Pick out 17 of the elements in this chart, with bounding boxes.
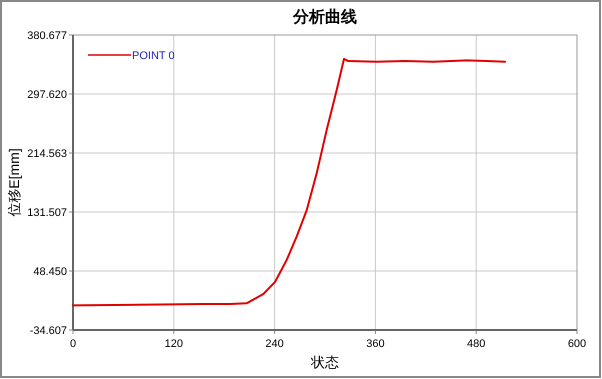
- y-tick-label: 48.450: [33, 266, 67, 278]
- x-tick-label: 600: [568, 338, 586, 350]
- legend-label: POINT 0: [132, 50, 175, 62]
- y-tick-label: 131.507: [27, 207, 67, 219]
- y-tick-label: 380.677: [27, 30, 67, 42]
- line-series: [72, 58, 506, 306]
- x-tick-label: 120: [164, 338, 183, 350]
- x-tick-label: 240: [265, 338, 284, 350]
- y-tick-label: 297.620: [27, 89, 67, 101]
- chart-title: 分析曲线: [292, 8, 357, 26]
- x-tick-label: 480: [467, 338, 486, 350]
- x-axis-title: 状态: [310, 354, 339, 370]
- y-tick-label: 214.563: [27, 148, 67, 160]
- y-axis-title: 位移E[mm]: [6, 148, 22, 217]
- y-tick-label: -34.607: [30, 325, 67, 337]
- x-tick-label: 360: [366, 338, 385, 350]
- x-tick-label: 0: [70, 338, 76, 350]
